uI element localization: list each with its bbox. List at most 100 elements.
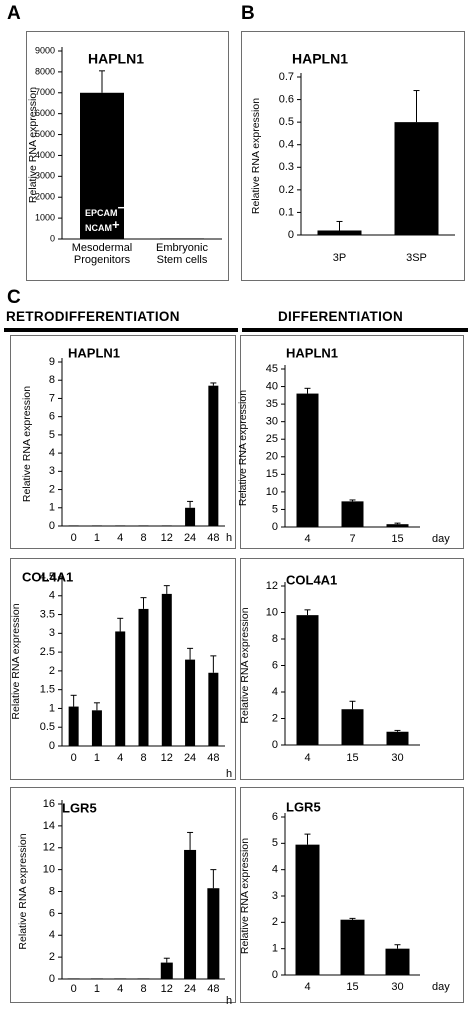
x-tick-label-c-retro-hapln1-6: 48 [207, 532, 219, 544]
y-axis-label-c-retro-hapln1: Relative RNA expression [21, 386, 33, 502]
y-axis-label-a: Relative RNA expression [27, 87, 39, 203]
x-tick-label-c-retro-col4a1-0: 0 [71, 752, 77, 764]
y-tick-label-c-retro-col4a1-0: 0 [49, 740, 55, 752]
x-tick-label-c-retro-lgr5-1: 1 [94, 983, 100, 995]
y-tick-label-a-9: 9000 [35, 45, 55, 55]
x-tick-label-c-retro-hapln1-4: 12 [161, 532, 173, 544]
y-tick-label-c-diff-lgr5-0: 0 [272, 969, 278, 981]
x-tick-label-c-retro-col4a1-3: 8 [140, 752, 146, 764]
chart-title-c-retro-hapln1: HAPLN1 [68, 345, 120, 360]
y-tick-label-c-retro-hapln1-4: 4 [49, 447, 55, 459]
y-tick-label-a-6: 6000 [35, 108, 55, 118]
y-tick-label-a-8: 8000 [35, 66, 55, 76]
x-tick-label-c-retro-hapln1-2: 4 [117, 532, 123, 544]
x-tick-label-c-retro-col4a1-4: 12 [161, 752, 173, 764]
bar-annotation-ncam: NCAM+ [85, 217, 120, 233]
chart-panel-retro-hapln1 [10, 335, 236, 549]
x-tick-label-c-diff-lgr5-1: 15 [346, 981, 358, 993]
y-tick-label-c-retro-col4a1-4: 2 [49, 665, 55, 677]
y-tick-label-c-retro-lgr5-2: 4 [49, 929, 55, 941]
bar-c-diff-col4a1-0 [296, 615, 319, 745]
chart-title-c-retro-lgr5: LGR5 [62, 800, 97, 815]
bar-c-retro-hapln1-6 [208, 385, 219, 526]
y-tick-label-c-diff-hapln1-1: 5 [272, 503, 278, 515]
y-tick-label-b-1: 0.1 [279, 206, 294, 218]
bar-c-diff-col4a1-2 [386, 731, 409, 745]
y-tick-label-c-diff-col4a1-2: 4 [272, 686, 278, 698]
bar-c-diff-hapln1-2 [386, 524, 409, 527]
y-tick-label-c-retro-col4a1-2: 1 [49, 702, 55, 714]
chart-title-a: HAPLN1 [88, 51, 144, 67]
y-tick-label-c-diff-hapln1-9: 45 [266, 363, 278, 375]
y-tick-label-c-retro-col4a1-9: 4.5 [40, 571, 55, 583]
bar-c-retro-col4a1-6 [208, 672, 219, 746]
x-tick-label-a-1: Embryonic Stem cells [156, 242, 208, 266]
y-tick-label-b-4: 0.4 [279, 139, 294, 151]
x-tick-label-c-diff-hapln1-1: 7 [349, 533, 355, 545]
bar-c-retro-lgr5-2 [114, 978, 127, 979]
bar-b-1 [394, 122, 439, 235]
chart-panel-retro-lgr5 [10, 787, 236, 1003]
y-tick-label-c-diff-lgr5-5: 5 [272, 837, 278, 849]
bar-c-retro-lgr5-5 [184, 849, 197, 979]
y-axis-label-c-retro-lgr5: Relative RNA expression [17, 833, 29, 949]
y-tick-label-c-retro-hapln1-9: 9 [49, 356, 55, 368]
y-tick-label-b-2: 0.2 [279, 184, 294, 196]
x-tick-label-c-retro-hapln1-1: 1 [94, 532, 100, 544]
y-tick-label-c-diff-hapln1-0: 0 [272, 521, 278, 533]
y-tick-label-c-retro-lgr5-7: 14 [43, 820, 55, 832]
y-axis-label-c-diff-col4a1: Relative RNA expression [239, 607, 251, 723]
x-tick-label-c-retro-hapln1-0: 0 [71, 532, 77, 544]
y-tick-label-c-retro-hapln1-0: 0 [49, 520, 55, 532]
x-tick-label-c-diff-hapln1-2: 15 [391, 533, 403, 545]
bar-c-retro-col4a1-2 [115, 631, 126, 746]
x-tick-label-c-retro-lgr5-2: 4 [117, 983, 123, 995]
bar-c-retro-hapln1-4 [161, 525, 172, 526]
y-tick-label-c-diff-hapln1-5: 25 [266, 433, 278, 445]
y-tick-label-c-retro-hapln1-8: 8 [49, 374, 55, 386]
section-title-differentiation: DIFFERENTIATION [278, 309, 403, 324]
y-tick-label-c-diff-col4a1-4: 8 [272, 633, 278, 645]
bar-c-diff-lgr5-1 [340, 919, 365, 975]
y-tick-label-c-diff-hapln1-6: 30 [266, 416, 278, 428]
y-tick-label-c-diff-col4a1-3: 6 [272, 659, 278, 671]
y-tick-label-c-diff-lgr5-2: 2 [272, 916, 278, 928]
y-tick-label-a-4: 4000 [35, 150, 55, 160]
x-tick-label-a-0: Mesodermal Progenitors [72, 242, 133, 266]
x-unit-label-c-diff-hapln1: day [432, 533, 450, 545]
y-tick-label-c-diff-col4a1-6: 12 [266, 580, 278, 592]
y-tick-label-a-1: 1000 [35, 212, 55, 222]
x-tick-label-c-retro-hapln1-3: 8 [140, 532, 146, 544]
chart-title-b: HAPLN1 [292, 51, 348, 67]
panel-label-a: A [7, 3, 21, 24]
bar-c-retro-lgr5-1 [90, 978, 103, 979]
bar-annotation-epcam: EPCAM− [85, 200, 126, 218]
x-tick-label-c-diff-hapln1-0: 4 [304, 533, 310, 545]
y-axis-label-c-retro-col4a1: Relative RNA expression [10, 603, 22, 719]
y-tick-label-c-retro-hapln1-7: 7 [49, 392, 55, 404]
y-tick-label-c-retro-col4a1-8: 4 [49, 590, 55, 602]
bar-c-retro-col4a1-3 [138, 608, 149, 746]
y-tick-label-c-diff-lgr5-3: 3 [272, 890, 278, 902]
bar-c-retro-hapln1-5 [185, 507, 196, 526]
bar-c-diff-hapln1-1 [341, 501, 364, 527]
y-tick-label-c-retro-lgr5-6: 12 [43, 842, 55, 854]
y-tick-label-c-diff-lgr5-4: 4 [272, 864, 278, 876]
x-tick-label-c-retro-lgr5-0: 0 [71, 983, 77, 995]
bar-c-diff-hapln1-0 [296, 393, 319, 527]
y-tick-label-c-diff-hapln1-2: 10 [266, 486, 278, 498]
x-tick-label-c-retro-hapln1-5: 24 [184, 532, 196, 544]
y-tick-label-b-5: 0.5 [279, 116, 294, 128]
bar-c-retro-col4a1-5 [185, 659, 196, 746]
x-tick-label-c-retro-lgr5-3: 8 [140, 983, 146, 995]
y-axis-label-b: Relative RNA expression [250, 98, 262, 214]
y-tick-label-c-retro-col4a1-5: 2.5 [40, 646, 55, 658]
chart-title-c-retro-col4a1: COL4A1 [22, 569, 73, 584]
y-tick-label-c-retro-hapln1-1: 1 [49, 502, 55, 514]
x-tick-label-c-retro-lgr5-6: 48 [207, 983, 219, 995]
bar-c-diff-lgr5-2 [385, 948, 410, 975]
bar-c-diff-col4a1-1 [341, 709, 364, 745]
chart-title-c-diff-lgr5: LGR5 [286, 799, 321, 814]
section-divider-diff [242, 328, 468, 332]
